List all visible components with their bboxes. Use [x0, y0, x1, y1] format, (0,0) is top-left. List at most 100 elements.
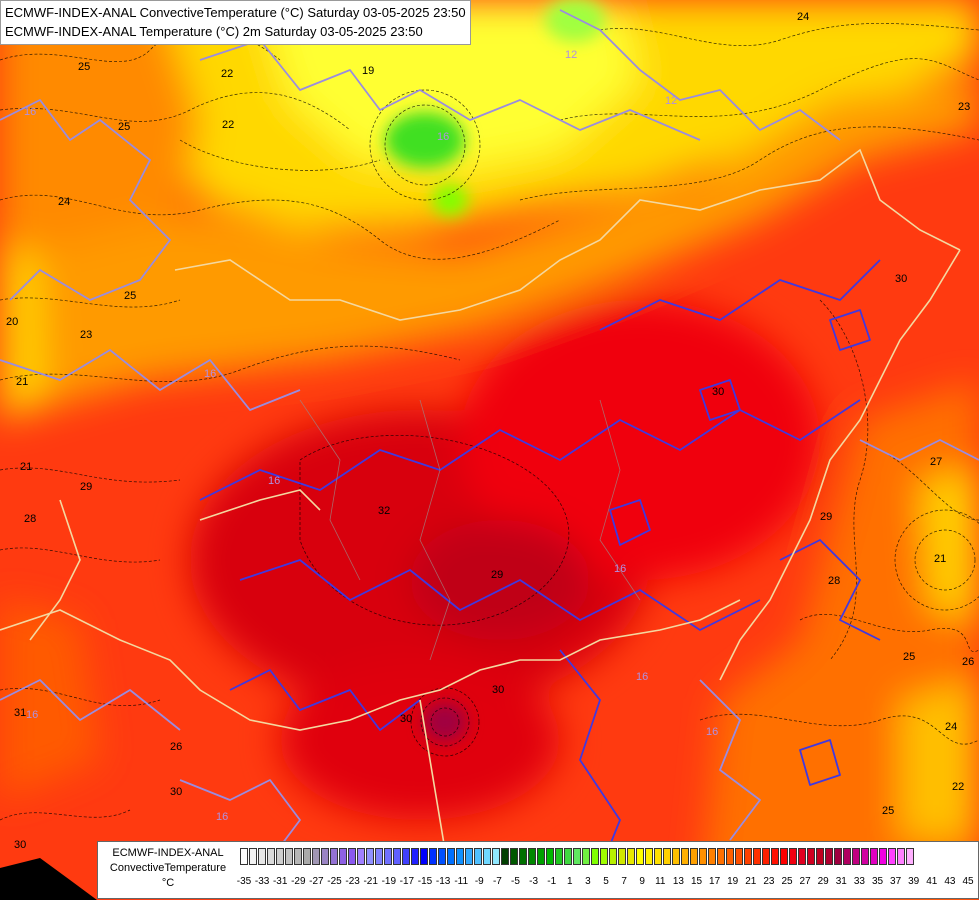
legend-swatch [393, 848, 401, 865]
legend-swatch [897, 848, 905, 865]
legend-swatch [402, 848, 410, 865]
legend-tick-label: -3 [529, 876, 539, 887]
legend-swatch [744, 848, 752, 865]
isoline-label: 16 [268, 475, 280, 487]
legend-swatch [681, 848, 689, 865]
legend-swatch [465, 848, 473, 865]
legend-tick-label: 37 [890, 876, 902, 887]
legend-swatch [249, 848, 257, 865]
isoline-lp-3 [559, 9, 841, 141]
legend-tick-label: -25 [327, 876, 342, 887]
legend-swatch [564, 848, 572, 865]
field-west-yellow [0, 240, 45, 420]
isoline-db-1 [199, 399, 861, 501]
legend-swatch [420, 848, 428, 865]
contour-label: 24 [797, 11, 809, 23]
legend-swatch [609, 848, 617, 865]
legend-swatch [861, 848, 869, 865]
legend-swatch [672, 848, 680, 865]
legend-swatch [438, 848, 446, 865]
contour-green-ring-2 [369, 89, 481, 201]
border-east [719, 249, 961, 681]
legend-swatch [879, 848, 887, 865]
isoline-db-4 [599, 259, 881, 331]
isoline-lp-1 [0, 99, 171, 301]
field-green-top [545, 0, 605, 42]
isoline-db-5 [559, 649, 621, 871]
contour-hot-ring-2 [420, 697, 470, 747]
contour-14 [879, 449, 979, 521]
contour-label: 24 [58, 196, 70, 208]
isoline-lp-4 [0, 349, 301, 411]
contour-label: 30 [895, 273, 907, 285]
border-internal-1 [419, 399, 451, 661]
contour-label: 25 [124, 290, 136, 302]
contour-label: 21 [16, 376, 28, 388]
legend-tick-label: 7 [621, 876, 627, 887]
field-east-yellow [920, 470, 979, 620]
field-sw-orange [0, 600, 100, 800]
contour-label: 29 [491, 569, 503, 581]
legend-tick-label: -23 [345, 876, 360, 887]
legend-swatch [717, 848, 725, 865]
legend-tick-label: 13 [672, 876, 684, 887]
contour-18 [0, 809, 131, 821]
legend-swatch [456, 848, 464, 865]
contour-label: 30 [712, 386, 724, 398]
legend-tick-label: -11 [454, 876, 469, 887]
isoline-label: 16 [216, 811, 228, 823]
isoline-db-6 [779, 539, 881, 641]
legend-swatch [906, 848, 914, 865]
legend-tick-label: 21 [745, 876, 757, 887]
legend-swatch [492, 848, 500, 865]
legend-tick-label: 45 [962, 876, 974, 887]
contour-label: 30 [400, 713, 412, 725]
isoline-label: 12 [665, 95, 677, 107]
legend-swatch [870, 848, 878, 865]
legend-swatch [591, 848, 599, 865]
legend-tick-label: -31 [272, 876, 288, 887]
legend-swatch [303, 848, 311, 865]
legend-swatch [483, 848, 491, 865]
legend-swatch [645, 848, 653, 865]
legend-tick-label: -15 [417, 876, 433, 887]
contour-5 [599, 23, 979, 47]
title-temperature: ECMWF-INDEX-ANAL Temperature (°C) 2m Sat… [5, 24, 423, 39]
legend-tick-label: -13 [435, 876, 451, 887]
legend-tick-label: 41 [926, 876, 938, 887]
legend-swatch [627, 848, 635, 865]
legend-tick-label: 19 [727, 876, 739, 887]
legend-swatch [834, 848, 842, 865]
color-legend: ECMWF-INDEX-ANAL ConvectiveTemperature °… [97, 841, 979, 899]
legend-tick-label: 1 [567, 876, 573, 887]
contour-8 [0, 297, 181, 308]
contour-16 [699, 713, 979, 745]
contour-12 [299, 434, 570, 626]
legend-tick-label: 15 [690, 876, 703, 887]
legend-tick-label: -1 [547, 876, 557, 887]
field-core-2 [410, 520, 590, 640]
contour-label: 28 [828, 575, 840, 587]
field-hot-spot [423, 702, 467, 742]
legend-tick-label: 9 [639, 876, 645, 887]
legend-swatch [807, 848, 815, 865]
field-green-spot [385, 112, 465, 168]
legend-swatch [816, 848, 824, 865]
contour-label: 23 [958, 101, 970, 113]
contour-label: 26 [170, 741, 182, 753]
field-hot-east [460, 300, 820, 580]
border-internal-2 [599, 399, 641, 601]
legend-swatch [735, 848, 743, 865]
legend-tick-label: 35 [871, 876, 884, 887]
contour-label: 28 [24, 513, 36, 525]
legend-swatch [240, 848, 248, 865]
legend-tick-label: 11 [655, 876, 666, 887]
legend-swatch [528, 848, 536, 865]
contour-east-ring-2 [894, 509, 979, 611]
field-hot-south [280, 660, 560, 820]
contour-label: 21 [20, 461, 32, 473]
contour-label: 30 [492, 684, 504, 696]
contour-label: 22 [222, 119, 234, 131]
legend-swatch [411, 848, 419, 865]
